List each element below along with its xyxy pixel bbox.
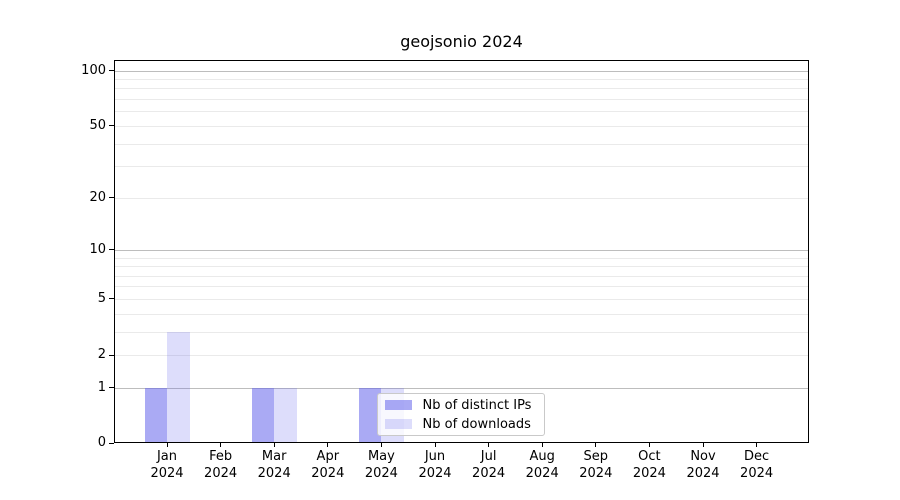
y-gridline-minor [114,257,809,259]
plot-frame [114,60,809,443]
y-axis-tick-label: 50 [89,117,106,133]
x-tick-mark [648,443,650,447]
x-tick-mark [702,443,704,447]
y-tick-mark [109,354,114,356]
x-axis-tick-label: Oct 2024 [632,449,666,481]
y-gridline-minor [114,88,809,90]
x-axis-tick-label: Jan 2024 [150,449,184,481]
x-tick-mark [166,443,168,447]
x-axis-tick-label: Apr 2024 [311,449,345,481]
y-gridline-minor [114,331,809,333]
y-axis-tick-label: 0 [97,435,106,450]
x-tick-mark [488,443,490,447]
x-tick-mark [380,443,382,447]
x-tick-mark [595,443,597,447]
x-tick-mark [434,443,436,447]
y-tick-mark [109,298,114,300]
y-gridline-minor [114,143,809,145]
legend-item: Nb of distinct IPs [384,397,544,413]
y-tick-mark [109,387,114,389]
y-gridline-minor [114,111,809,113]
y-gridline-major [114,249,809,251]
x-axis-tick-label: Nov 2024 [686,449,720,481]
y-axis-tick-label: 1 [97,379,106,395]
x-tick-mark [541,443,543,447]
x-axis-tick-label: Sep 2024 [579,449,613,481]
legend-label: Nb of downloads [422,416,531,432]
y-axis-tick-label: 10 [89,241,106,257]
chart-title: geojsonio 2024 [400,32,523,51]
y-axis-tick-label: 20 [89,189,106,205]
y-gridline-major [114,70,809,72]
x-axis-tick-label: Aug 2024 [525,449,559,481]
x-tick-mark [327,443,329,447]
legend-swatch-distinct-ips [384,400,412,410]
y-tick-mark [109,70,114,72]
y-gridline-minor [114,286,809,288]
y-gridline-minor [114,298,809,300]
y-gridline-minor [114,275,809,277]
x-axis-tick-label: Jun 2024 [418,449,452,481]
y-gridline-minor [114,125,809,127]
x-axis-tick-label: May 2024 [364,449,398,481]
y-axis-tick-label: 100 [81,62,106,78]
y-tick-mark [109,197,114,199]
bar-downloads-mar [274,387,297,443]
y-gridline-minor [114,266,809,268]
x-axis-tick-label: Jul 2024 [472,449,506,481]
y-axis-tick-label: 2 [97,347,106,362]
x-tick-mark [220,443,222,447]
x-axis-tick-label: Feb 2024 [204,449,238,481]
y-gridline-minor [114,313,809,315]
x-axis-tick-label: Dec 2024 [740,449,774,481]
bar-downloads-jan [167,331,190,443]
bar-distinct-ips-may [358,387,382,443]
legend: Nb of distinct IPs Nb of downloads [376,393,545,436]
legend-item: Nb of downloads [384,416,544,432]
y-gridline-minor [114,99,809,101]
y-tick-mark [109,125,114,127]
y-gridline-minor [114,79,809,80]
x-tick-mark [273,443,275,447]
y-gridline-minor [114,355,809,356]
y-gridline-minor [114,197,809,199]
y-gridline-major [114,387,809,389]
y-gridline-minor [114,166,809,168]
y-axis-tick-label: 5 [97,290,106,306]
legend-swatch-downloads [384,419,412,429]
y-tick-mark [109,249,114,251]
y-tick-mark [109,442,114,444]
legend-label: Nb of distinct IPs [422,397,532,413]
bar-distinct-ips-jan [144,387,167,443]
x-tick-mark [756,443,758,447]
bar-distinct-ips-mar [251,387,275,443]
x-axis-tick-label: Mar 2024 [257,449,291,481]
